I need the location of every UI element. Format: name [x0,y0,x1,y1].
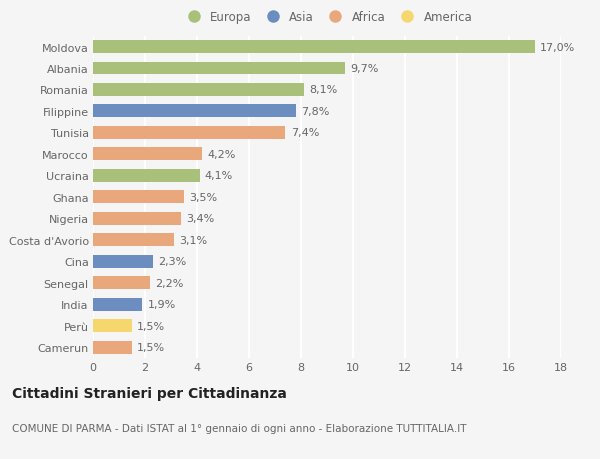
Text: 9,7%: 9,7% [350,64,379,74]
Text: 8,1%: 8,1% [309,85,337,95]
Text: 3,5%: 3,5% [189,192,217,202]
Bar [93,41,535,54]
Text: 1,9%: 1,9% [148,299,176,309]
Bar [93,148,202,161]
Text: COMUNE DI PARMA - Dati ISTAT al 1° gennaio di ogni anno - Elaborazione TUTTITALI: COMUNE DI PARMA - Dati ISTAT al 1° genna… [12,424,467,433]
Bar [93,277,150,290]
Text: 17,0%: 17,0% [540,42,575,52]
Bar [93,169,200,182]
Text: 4,1%: 4,1% [205,171,233,181]
Bar [93,298,142,311]
Text: 1,5%: 1,5% [137,321,166,331]
Text: 7,4%: 7,4% [290,128,319,138]
Text: Cittadini Stranieri per Cittadinanza: Cittadini Stranieri per Cittadinanza [12,386,287,400]
Text: 3,4%: 3,4% [187,214,215,224]
Bar [93,213,181,225]
Bar [93,127,286,140]
Bar [93,191,184,204]
Bar [93,319,132,332]
Bar [93,234,173,246]
Text: 1,5%: 1,5% [137,342,166,353]
Text: 4,2%: 4,2% [208,150,236,160]
Bar [93,255,153,268]
Bar [93,105,296,118]
Legend: Europa, Asia, Africa, America: Europa, Asia, Africa, America [182,11,472,24]
Text: 3,1%: 3,1% [179,235,207,245]
Text: 2,3%: 2,3% [158,257,186,267]
Bar [93,341,132,354]
Text: 2,2%: 2,2% [155,278,184,288]
Bar [93,62,345,75]
Bar [93,84,304,97]
Text: 7,8%: 7,8% [301,106,329,117]
